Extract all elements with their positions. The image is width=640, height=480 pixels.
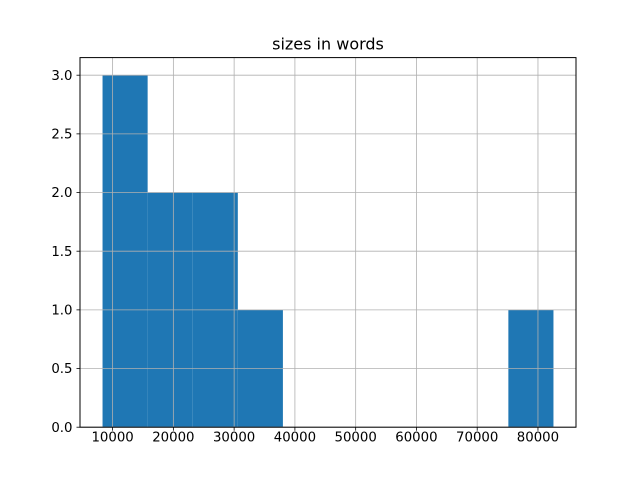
x-tick-label: 50000: [335, 431, 377, 446]
y-tick-label: 2.0: [51, 186, 72, 201]
x-tick-label: 80000: [517, 431, 559, 446]
x-tick-label: 30000: [213, 431, 255, 446]
y-tick-label: 1.0: [51, 303, 72, 318]
x-tick-label: 40000: [274, 431, 316, 446]
y-tick-labels: 0.0 0.5 1.0 1.5 2.0 2.5 3.0: [51, 69, 72, 436]
axis-tick-marks: [76, 74, 539, 431]
y-tick-label: 3.0: [51, 69, 72, 84]
y-tick-label: 2.5: [51, 127, 72, 142]
y-tick-label: 0.0: [51, 421, 72, 436]
x-tick-label: 20000: [152, 431, 194, 446]
x-tick-labels: 10000 20000 30000 40000 50000 60000 70000 80000: [91, 431, 559, 446]
plot-frame: [79, 57, 577, 428]
chart-title: sizes in words: [272, 35, 384, 54]
y-tick-label: 1.5: [51, 245, 72, 260]
x-tick-label: 60000: [395, 431, 437, 446]
y-tick-label: 0.5: [51, 362, 72, 377]
x-tick-label: 10000: [91, 431, 133, 446]
x-tick-label: 70000: [456, 431, 498, 446]
